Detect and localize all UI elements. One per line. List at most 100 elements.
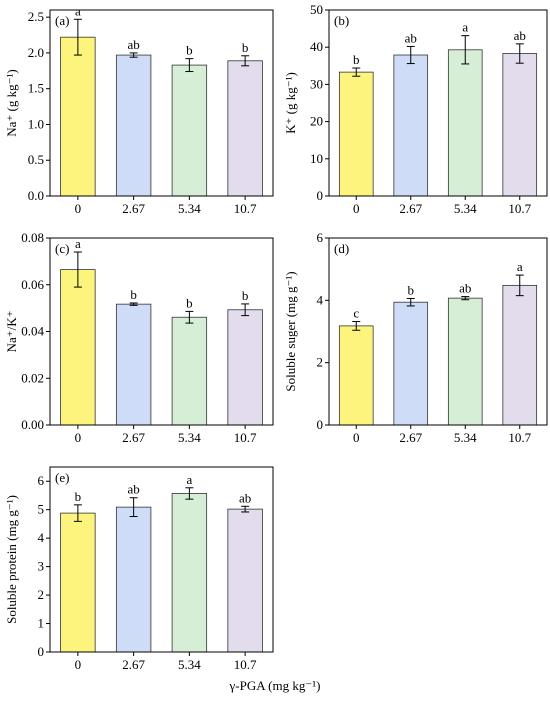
panel-label: (b) (334, 13, 349, 28)
y-tick-label: 2.0 (28, 45, 44, 60)
y-tick-label: 0 (317, 188, 324, 203)
significance-letter: a (517, 259, 523, 274)
y-axis-title: K⁺ (g kg⁻¹) (283, 72, 298, 134)
bar (60, 36, 96, 197)
bar (115, 54, 152, 197)
x-tick-label: 2.67 (122, 201, 145, 216)
plot-frame (49, 466, 274, 653)
bar (338, 325, 374, 426)
bar (171, 493, 208, 653)
bar (227, 508, 263, 653)
x-tick-label: 2.67 (122, 430, 145, 445)
bar (227, 309, 263, 426)
bar (393, 301, 429, 426)
x-tick-label: 2.67 (399, 430, 422, 445)
x-tick-label: 5.34 (178, 657, 201, 672)
y-axis-title: Na⁺ (g kg⁻¹) (4, 69, 19, 136)
chart-panel-3: a 0 b 2.67 b 5.34 b 10.7 0.00 0.02 0.04 0.06 0.08 (c)… (4, 230, 274, 445)
significance-letter: b (353, 52, 360, 67)
significance-letter: ab (127, 482, 139, 497)
x-tick-label: 0 (353, 430, 360, 445)
significance-letter: b (75, 489, 82, 504)
y-tick-label: 3 (38, 559, 45, 574)
y-tick-label: 2.5 (28, 9, 44, 24)
panel-label: (e) (55, 470, 69, 485)
y-tick-label: 0.5 (28, 152, 44, 167)
y-tick-label: 30 (310, 76, 323, 91)
x-tick-label: 10.7 (508, 430, 531, 445)
x-tick-label: 5.34 (454, 201, 477, 216)
y-tick-label: 10 (310, 151, 323, 166)
significance-letter: b (408, 282, 415, 297)
x-tick-label: 0 (75, 657, 82, 672)
y-tick-label: 0 (38, 644, 45, 659)
y-tick-label: 0.06 (21, 277, 44, 292)
panel-label: (d) (334, 241, 349, 256)
significance-letter: ab (127, 37, 139, 52)
significance-letter: c (353, 306, 359, 321)
significance-letter: a (75, 236, 81, 251)
y-tick-label: 4 (317, 292, 324, 307)
significance-letter: a (186, 472, 192, 487)
x-tick-label: 5.34 (178, 201, 201, 216)
x-tick-label: 0 (75, 430, 82, 445)
bar (227, 60, 263, 197)
y-tick-label: 0.0 (28, 188, 44, 203)
bar (115, 506, 152, 653)
significance-letter: a (75, 3, 81, 18)
bar (115, 303, 152, 426)
y-tick-label: 1.5 (28, 81, 44, 96)
bar (338, 71, 374, 197)
y-tick-label: 0 (317, 417, 324, 432)
x-tick-label: 10.7 (234, 657, 257, 672)
bar (447, 49, 483, 197)
y-tick-label: 0.00 (21, 417, 44, 432)
y-tick-label: 2 (38, 587, 45, 602)
x-tick-label: 5.34 (178, 430, 201, 445)
x-tick-label: 10.7 (508, 201, 531, 216)
bar (171, 64, 208, 197)
bar (171, 316, 208, 426)
significance-letter: a (462, 20, 468, 35)
plot-frame (49, 237, 274, 426)
y-tick-label: 5 (38, 502, 45, 517)
y-axis-title: Soluble protein (mg g⁻¹) (4, 495, 19, 624)
chart-panel-5: b 0 ab 2.67 a 5.34 ab 10.7 0 1 2 3 4 5 6 (e) Soluble pro… (4, 466, 274, 672)
chart-panel-4: c 0 b 2.67 ab 5.34 a 10.7 0 2 4 6 (d) Soluble suger (… (283, 230, 548, 445)
x-tick-label: 10.7 (234, 430, 257, 445)
y-tick-label: 2 (317, 355, 324, 370)
y-tick-label: 1 (38, 616, 45, 631)
panel-label: (a) (55, 13, 69, 28)
plot-frame (328, 9, 548, 197)
x-tick-label: 0 (75, 201, 82, 216)
y-axis-title: Soluble suger (mg g⁻¹) (283, 271, 298, 391)
y-axis-title: Na⁺/K⁺ (4, 311, 19, 353)
significance-letter: ab (459, 281, 471, 296)
bar (502, 284, 538, 426)
x-tick-label: 5.34 (454, 430, 477, 445)
y-tick-label: 20 (310, 114, 323, 129)
y-tick-label: 4 (38, 530, 45, 545)
panel-label: (c) (55, 241, 69, 256)
bar (60, 512, 96, 653)
significance-letter: b (130, 287, 137, 302)
significance-letter: ab (405, 30, 417, 45)
plot-frame (49, 9, 274, 197)
chart-panel-1: a 0 ab 2.67 b 5.34 b 10.7 0.0 0.5 1.0 1.5 2.0 2.5 (a) N… (4, 3, 274, 216)
y-tick-label: 6 (38, 473, 45, 488)
plot-frame (328, 237, 548, 426)
bar (60, 269, 96, 426)
x-tick-label: 2.67 (399, 201, 422, 216)
significance-letter: b (242, 40, 249, 55)
chart-panel-2: b 0 ab 2.67 a 5.34 ab 10.7 0 10 20 30 40 50 (b) K⁺ (g k… (283, 2, 548, 216)
bar (447, 297, 483, 426)
y-tick-label: 6 (317, 230, 324, 245)
significance-letter: b (186, 295, 193, 310)
bar (502, 53, 538, 197)
bar (393, 54, 429, 197)
y-tick-label: 1.0 (28, 116, 44, 131)
x-tick-label: 2.67 (122, 657, 145, 672)
significance-letter: ab (239, 490, 251, 505)
significance-letter: b (242, 288, 249, 303)
